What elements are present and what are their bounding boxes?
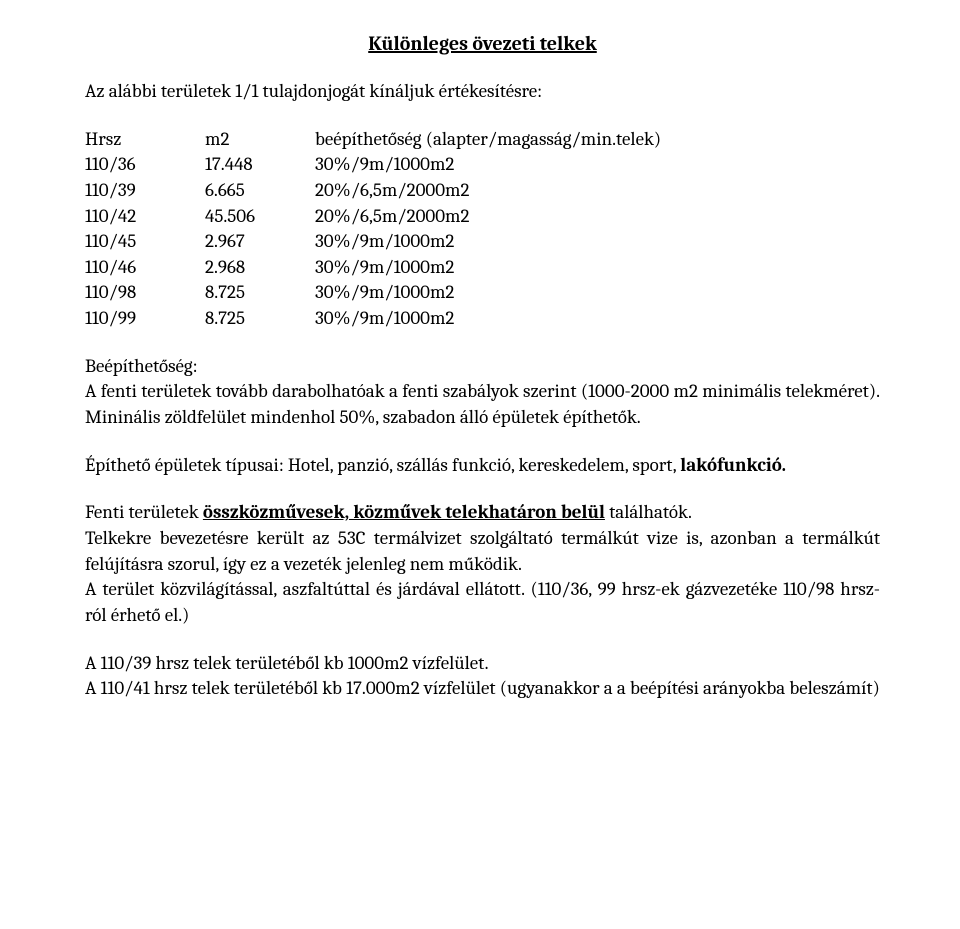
cell-beep: 20%/6,5m/2000m2 [315, 178, 880, 204]
cell-m2: 6.665 [205, 178, 315, 204]
paragraph-2: Építhető épületek típusai: Hotel, panzió… [85, 453, 880, 479]
paragraph-6: A 110/39 hrsz telek területéből kb 1000m… [85, 651, 880, 677]
para3-c: találhatók. [605, 501, 692, 523]
cell-m2: 17.448 [205, 152, 315, 178]
paragraph-1: A fenti területek tovább darabolhatóak a… [85, 379, 880, 430]
cell-hrsz: 110/99 [85, 306, 205, 332]
para3-bold-underline: összközművesek, közművek telekhatáron be… [203, 501, 605, 523]
paragraph-4: Telkekre bevezetésre került az 53C termá… [85, 526, 880, 577]
table-row: 110/39 6.665 20%/6,5m/2000m2 [85, 178, 880, 204]
cell-hrsz: 110/39 [85, 178, 205, 204]
table-row: 110/99 8.725 30%/9m/1000m2 [85, 306, 880, 332]
table-row: 110/42 45.506 20%/6,5m/2000m2 [85, 204, 880, 230]
cell-beep: 20%/6,5m/2000m2 [315, 204, 880, 230]
table-header: Hrsz m2 beépíthetőség (alapter/magasság/… [85, 127, 880, 153]
page-title: Különleges övezeti telkek [85, 30, 880, 57]
para3-a: Fenti területek [85, 501, 203, 523]
header-m2: m2 [205, 127, 315, 153]
cell-m2: 2.968 [205, 255, 315, 281]
cell-m2: 8.725 [205, 280, 315, 306]
header-beep: beépíthetőség (alapter/magasság/min.tele… [315, 127, 880, 153]
cell-beep: 30%/9m/1000m2 [315, 280, 880, 306]
cell-hrsz: 110/98 [85, 280, 205, 306]
cell-hrsz: 110/46 [85, 255, 205, 281]
paragraph-5: A terület közvilágítással, aszfaltúttal … [85, 577, 880, 628]
cell-m2: 2.967 [205, 229, 315, 255]
table-row: 110/46 2.968 30%/9m/1000m2 [85, 255, 880, 281]
intro-text: Az alábbi területek 1/1 tulajdonjogát kí… [85, 79, 880, 105]
header-hrsz: Hrsz [85, 127, 205, 153]
cell-beep: 30%/9m/1000m2 [315, 229, 880, 255]
cell-hrsz: 110/45 [85, 229, 205, 255]
cell-beep: 30%/9m/1000m2 [315, 255, 880, 281]
cell-hrsz: 110/42 [85, 204, 205, 230]
table-row: 110/45 2.967 30%/9m/1000m2 [85, 229, 880, 255]
plot-table: Hrsz m2 beépíthetőség (alapter/magasság/… [85, 127, 880, 332]
cell-beep: 30%/9m/1000m2 [315, 306, 880, 332]
section-label: Beépíthetőség: [85, 354, 880, 380]
cell-hrsz: 110/36 [85, 152, 205, 178]
table-row: 110/98 8.725 30%/9m/1000m2 [85, 280, 880, 306]
para2-text: Építhető épületek típusai: Hotel, panzió… [85, 454, 680, 476]
cell-beep: 30%/9m/1000m2 [315, 152, 880, 178]
para2-bold: lakófunkció. [680, 454, 786, 476]
paragraph-7: A 110/41 hrsz telek területéből kb 17.00… [85, 676, 880, 702]
table-row: 110/36 17.448 30%/9m/1000m2 [85, 152, 880, 178]
cell-m2: 8.725 [205, 306, 315, 332]
cell-m2: 45.506 [205, 204, 315, 230]
paragraph-3: Fenti területek összközművesek, közművek… [85, 500, 880, 526]
